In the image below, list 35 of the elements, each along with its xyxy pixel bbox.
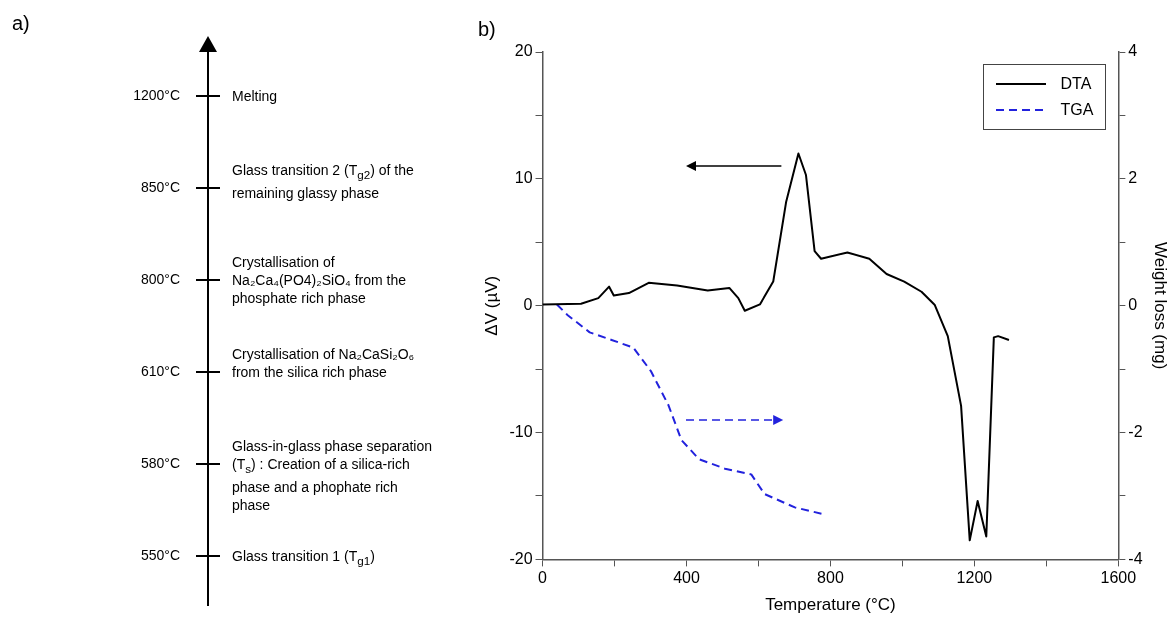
text: 1200°C <box>133 87 180 103</box>
y-tick-label: 0 <box>523 296 533 314</box>
text: 800°C <box>140 271 180 287</box>
text: 550°C <box>140 547 180 563</box>
text: Glass transition 2 (T$_{g2}$) of the remaining glassy phase <box>232 161 415 202</box>
y2-tick-label: 2 <box>1128 169 1138 187</box>
text: 850°C <box>140 179 180 195</box>
text: a) <box>12 12 30 35</box>
y-tick-label: 20 <box>514 42 533 60</box>
y2-tick-label: -4 <box>1128 549 1143 567</box>
y-tick-label: -10 <box>509 422 533 440</box>
y2-tick-label: -2 <box>1128 422 1143 440</box>
text: 610°C <box>140 363 180 379</box>
x-axis-title: Temperature (°C) <box>765 595 896 615</box>
legend-label: TGA <box>1060 101 1094 119</box>
y-tick-label: 10 <box>514 169 533 187</box>
x-tick-label: 1200 <box>956 569 993 587</box>
y2-axis-title: Weight loss (mg) <box>1151 242 1171 370</box>
text: Melting <box>232 87 279 105</box>
y2-tick-label: 4 <box>1128 42 1138 60</box>
text: Glass-in-glass phase separation (T$_{s}$) : Creation of a silica-rich phase and a phophate rich phase <box>232 437 433 514</box>
text: 580°C <box>140 455 180 471</box>
text: Crystallisation of Na₂Ca₄(PO4)₂SiO₄ from the phosphate rich phase <box>232 253 407 307</box>
text: Crystallisation of Na₂CaSi₂O₆ from the silica rich phase <box>232 345 416 381</box>
y2-tick-label: 0 <box>1128 296 1138 314</box>
y-axis-title: ΔV (µV) <box>481 275 501 336</box>
x-tick-label: 0 <box>538 569 548 587</box>
legend-label: DTA <box>1060 75 1092 93</box>
line-series <box>555 303 823 515</box>
x-tick-label: 400 <box>673 569 700 587</box>
text: Glass transition 1 (T$_{g1}$) <box>232 547 376 569</box>
y-tick-label: -20 <box>509 549 533 567</box>
x-tick-label: 1600 <box>1100 569 1137 587</box>
chart-title: b) <box>478 17 496 40</box>
x-tick-label: 800 <box>817 569 844 587</box>
